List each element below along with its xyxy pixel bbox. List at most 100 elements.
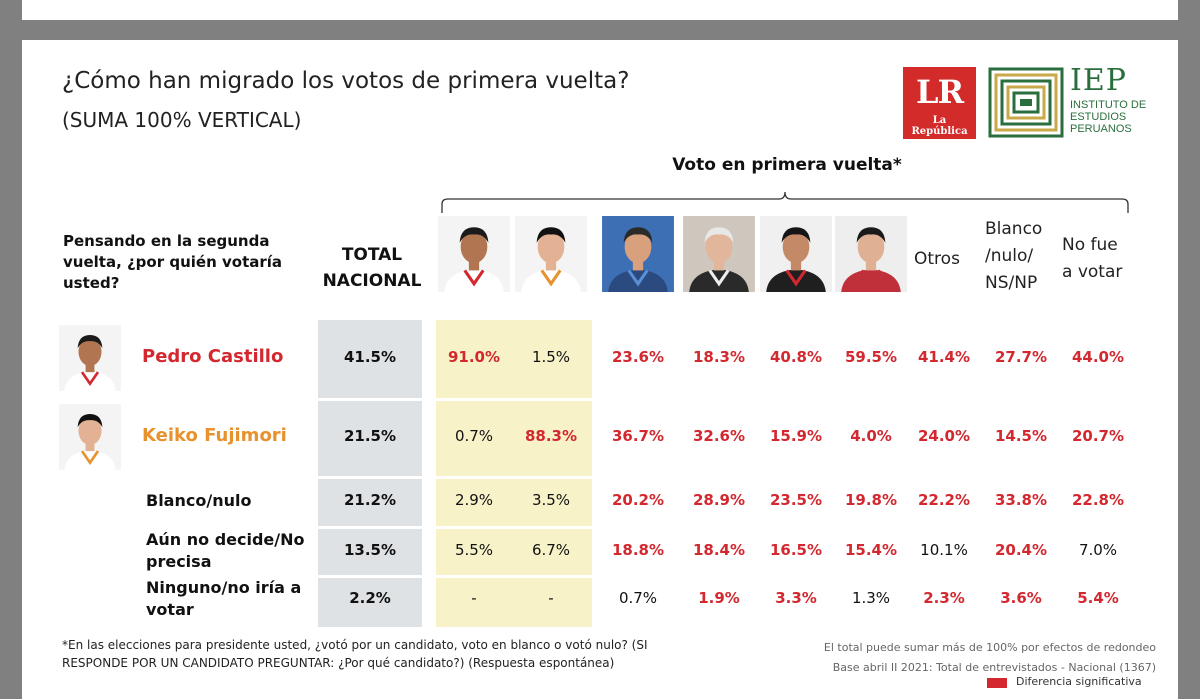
total-header-line-1: TOTAL xyxy=(341,245,403,265)
column-header-7-line: /nulo/ xyxy=(985,246,1034,266)
iep-logo-line-1: INSTITUTO DE xyxy=(1070,99,1147,111)
lr-logo-text: LR xyxy=(915,73,964,111)
chart-title: ¿Cómo han migrado los votos de primera v… xyxy=(62,68,630,94)
data-cell: - xyxy=(471,589,477,607)
data-cell: 2.9% xyxy=(454,491,494,509)
data-cell: 22.8% xyxy=(1071,491,1125,509)
first-round-vote-label: Voto en primera vuelta* xyxy=(672,155,902,175)
total-header-line-2: NACIONAL xyxy=(322,271,422,291)
data-cell: 3.3% xyxy=(775,589,817,607)
data-cell: 7.0% xyxy=(1078,541,1118,559)
data-cell: 2.3% xyxy=(923,589,965,607)
data-cell: 10.1% xyxy=(920,541,968,559)
data-cell: 15.4% xyxy=(844,541,898,559)
rounding-note: El total puede sumar más de 100% por efe… xyxy=(823,641,1156,654)
data-cell: 4.0% xyxy=(850,427,892,445)
row-separator xyxy=(318,575,592,578)
column-header-8-line: a votar xyxy=(1062,262,1123,282)
data-cell: 20.7% xyxy=(1071,427,1125,445)
total-column-background xyxy=(318,320,422,627)
data-cell: 88.3% xyxy=(524,427,578,445)
data-cell: 20.2% xyxy=(611,491,665,509)
data-cell: 59.5% xyxy=(844,348,898,366)
question-text: Pensando en la segunda vuelta, ¿por quié… xyxy=(63,232,283,292)
data-cell: 27.7% xyxy=(994,348,1048,366)
data-cell: 0.7% xyxy=(454,427,494,445)
column-header-8-line: No fue xyxy=(1062,235,1118,255)
row-separator xyxy=(318,398,592,401)
data-cell: 3.6% xyxy=(1000,589,1042,607)
data-cell: 91.0% xyxy=(447,348,501,366)
data-cell: 24.0% xyxy=(917,427,971,445)
data-cell: 32.6% xyxy=(692,427,746,445)
total-value: 2.2% xyxy=(349,589,391,607)
top-strip xyxy=(22,0,1178,20)
data-cell: 23.6% xyxy=(611,348,665,366)
data-cell: 1.5% xyxy=(531,348,571,366)
column-header-7-line: Blanco xyxy=(985,219,1043,239)
group-brace xyxy=(441,191,1129,213)
column-header-6-line: Otros xyxy=(914,249,960,269)
data-cell: 23.5% xyxy=(769,491,823,509)
data-cell: - xyxy=(548,589,554,607)
data-cell: 1.9% xyxy=(698,589,740,607)
data-cell: 18.8% xyxy=(611,541,665,559)
data-cell: 40.8% xyxy=(769,348,823,366)
row-separator xyxy=(318,476,592,479)
total-value: 21.2% xyxy=(343,491,397,509)
column-header-7-line: NS/NP xyxy=(985,273,1038,293)
candidate-5-photo xyxy=(760,216,832,292)
data-cell: 22.2% xyxy=(917,491,971,509)
fujimori-photo xyxy=(59,401,121,473)
iep-logo-main: IEP xyxy=(1070,63,1127,98)
data-cell: 41.4% xyxy=(917,348,971,366)
column-header-7: Blanco/nulo/NS/NP xyxy=(985,216,1042,297)
row-label: Blanco/nulo xyxy=(146,491,252,510)
finalists-column-background xyxy=(436,320,592,627)
data-cell: 0.7% xyxy=(618,589,658,607)
iep-logo-text: IEP INSTITUTO DE ESTUDIOS PERUANOS xyxy=(1070,63,1147,136)
data-cell: 19.8% xyxy=(844,491,898,509)
candidate-3-photo xyxy=(602,216,674,292)
iep-logo-icon xyxy=(988,67,1064,138)
iep-logo-line-3: PERUANOS xyxy=(1070,123,1132,135)
data-cell: 14.5% xyxy=(994,427,1048,445)
row-label: Aún no decide/No precisa xyxy=(146,530,305,571)
data-cell: 20.4% xyxy=(994,541,1048,559)
data-cell: 6.7% xyxy=(531,541,571,559)
significance-legend-swatch xyxy=(987,678,1007,688)
data-cell: 18.4% xyxy=(692,541,746,559)
total-nacional-header: TOTAL NACIONAL xyxy=(312,242,432,294)
data-cell: 18.3% xyxy=(692,348,746,366)
data-cell: 36.7% xyxy=(611,427,665,445)
data-cell: 3.5% xyxy=(531,491,571,509)
chart-card: ¿Cómo han migrado los votos de primera v… xyxy=(22,40,1178,699)
candidate-4-photo xyxy=(683,216,755,292)
data-cell: 15.9% xyxy=(769,427,823,445)
data-cell: 1.3% xyxy=(851,589,891,607)
total-value: 13.5% xyxy=(343,541,397,559)
significance-legend-label: Diferencia significativa xyxy=(1016,675,1142,688)
total-value: 21.5% xyxy=(343,427,397,445)
data-cell: 16.5% xyxy=(769,541,823,559)
base-note: Base abril II 2021: Total de entrevistad… xyxy=(832,661,1156,674)
row-label: Ninguno/no iría a votar xyxy=(146,578,302,619)
data-cell: 5.5% xyxy=(454,541,494,559)
row-label: Pedro Castillo xyxy=(142,346,284,367)
footnote: *En las elecciones para presidente usted… xyxy=(62,638,648,670)
data-cell: 33.8% xyxy=(994,491,1048,509)
row-label: Keiko Fujimori xyxy=(142,425,287,446)
column-header-6: Otros xyxy=(914,246,960,273)
chart-subtitle: (SUMA 100% VERTICAL) xyxy=(62,108,302,132)
row-separator xyxy=(318,526,592,529)
data-cell: 44.0% xyxy=(1071,348,1125,366)
castillo-photo xyxy=(59,322,121,394)
candidate-2-photo xyxy=(515,216,587,292)
candidate-1-photo xyxy=(438,216,510,292)
data-cell: 28.9% xyxy=(692,491,746,509)
total-value: 41.5% xyxy=(343,348,397,366)
data-cell: 5.4% xyxy=(1077,589,1119,607)
la-republica-logo: LR La República xyxy=(903,67,976,139)
column-header-8: No fue a votar xyxy=(1062,232,1122,286)
candidate-6-photo xyxy=(835,216,907,292)
